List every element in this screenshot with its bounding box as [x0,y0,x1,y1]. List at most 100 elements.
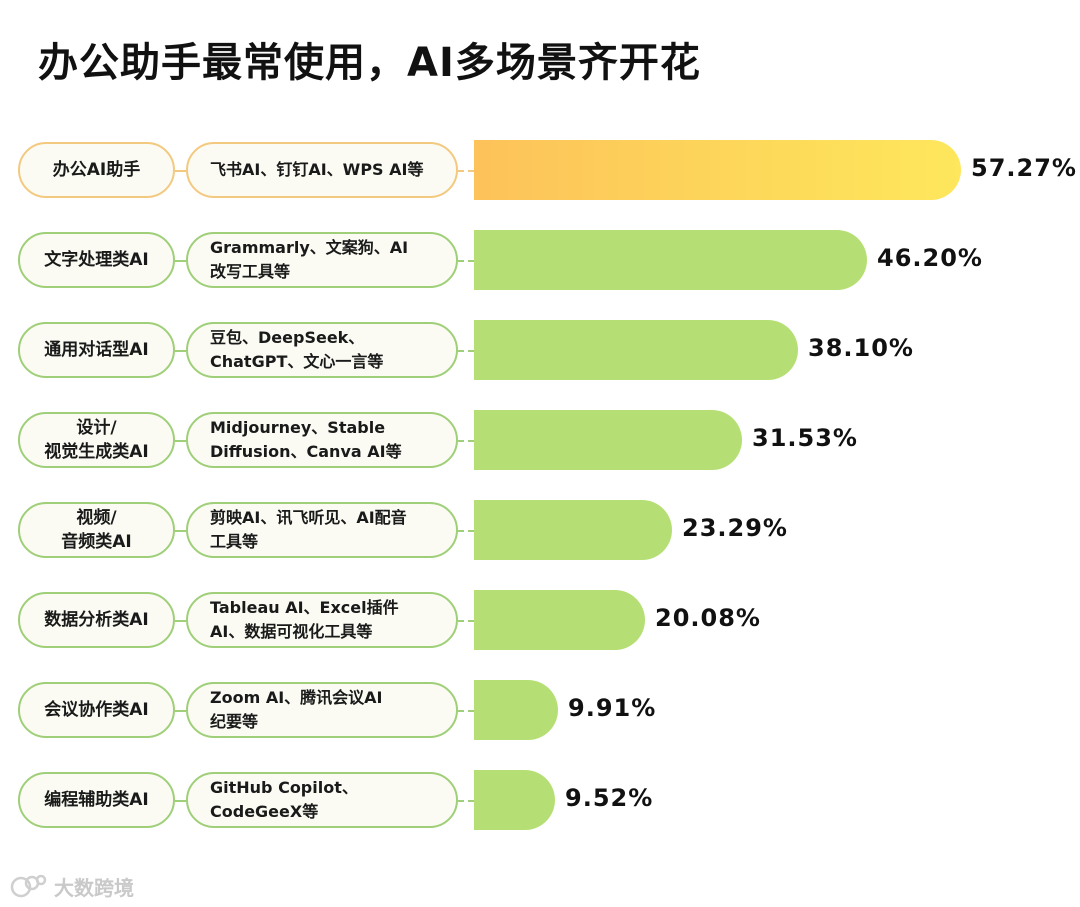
tools-pill: 飞书AI、钉钉AI、WPS AI等 [186,142,458,198]
data-label: 9.91% [568,694,657,722]
chart-row: 文字处理类AI Grammarly、文案狗、AI 改写工具等 46.20% [0,230,1080,292]
data-label: 31.53% [752,424,858,452]
tools-label-line: GitHub Copilot、 [210,778,358,797]
tools-label-line: 改写工具等 [210,262,291,281]
tools-label: Zoom AI、腾讯会议AI 纪要等 [210,686,383,734]
connector-line [458,800,474,802]
category-label: 设计/视觉生成类AI [44,416,148,464]
category-pill: 编程辅助类AI [18,772,175,828]
category-label-line: 编程辅助类AI [44,790,149,810]
bar [474,230,867,290]
tools-label: Tableau AI、Excel插件 AI、数据可视化工具等 [210,596,399,644]
bar [474,770,555,830]
connector-line [175,170,186,172]
chart-row: 办公AI助手 飞书AI、钉钉AI、WPS AI等 57.27% [0,140,1080,202]
tools-label: GitHub Copilot、 CodeGeeX等 [210,776,358,824]
bar [474,140,961,200]
category-pill: 会议协作类AI [18,682,175,738]
tools-pill: GitHub Copilot、 CodeGeeX等 [186,772,458,828]
category-label: 视频/音频类AI [61,506,131,554]
tools-pill: 剪映AI、讯飞听见、AI配音 工具等 [186,502,458,558]
bar [474,590,645,650]
connector-line [458,170,474,172]
chart-title: 办公助手最常使用，AI多场景齐开花 [38,40,701,86]
connector-line [458,710,474,712]
category-pill: 办公AI助手 [18,142,175,198]
tools-label-line: 剪映AI、讯飞听见、AI配音 [210,508,407,527]
bubble-logo-icon [10,874,47,897]
tools-label-line: 工具等 [210,532,259,551]
bar [474,410,742,470]
category-pill: 数据分析类AI [18,592,175,648]
connector-line [458,260,474,262]
category-label-line: 数据分析类AI [44,610,149,630]
tools-pill: Zoom AI、腾讯会议AI 纪要等 [186,682,458,738]
bar [474,500,672,560]
tools-pill: 豆包、DeepSeek、 ChatGPT、文心一言等 [186,322,458,378]
category-pill: 通用对话型AI [18,322,175,378]
connector-line [458,620,474,622]
tools-label-line: 豆包、DeepSeek、 [210,328,365,347]
category-label-line: 通用对话型AI [44,340,149,360]
tools-label-line: CodeGeeX等 [210,802,319,821]
connector-line [175,530,186,532]
connector-line [458,440,474,442]
category-label: 通用对话型AI [44,338,148,362]
data-label: 9.52% [565,784,654,812]
category-label-line: 办公AI助手 [52,160,141,180]
category-label: 编程辅助类AI [44,788,148,812]
category-label-line: 文字处理类AI [44,250,149,270]
tools-label-line: AI、数据可视化工具等 [210,622,373,641]
category-label-line: 设计/ [76,418,117,438]
data-label: 46.20% [877,244,983,272]
chart-row: 设计/视觉生成类AI Midjourney、Stable Diffusion、Can… [0,410,1080,472]
category-label: 文字处理类AI [44,248,148,272]
bar [474,320,798,380]
chart-row: 会议协作类AI Zoom AI、腾讯会议AI 纪要等 9.91% [0,680,1080,742]
watermark-logo: 大数跨境 [10,872,134,901]
connector-line [175,710,186,712]
data-label: 23.29% [682,514,788,542]
chart-row: 通用对话型AI 豆包、DeepSeek、 ChatGPT、文心一言等 38.10% [0,320,1080,382]
tools-label-line: 飞书AI、钉钉AI、WPS AI等 [210,160,424,179]
connector-line [175,800,186,802]
chart-row: 数据分析类AI Tableau AI、Excel插件 AI、数据可视化工具等 20.0… [0,590,1080,652]
tools-label: Midjourney、Stable Diffusion、Canva AI等 [210,416,402,464]
connector-line [175,440,186,442]
category-label-line: 音频类AI [61,532,132,552]
category-pill: 视频/音频类AI [18,502,175,558]
category-label-line: 视觉生成类AI [44,442,149,462]
data-label: 57.27% [971,154,1077,182]
connector-line [458,530,474,532]
connector-line [175,620,186,622]
category-label-line: 视频/ [76,508,117,528]
chart-row: 编程辅助类AI GitHub Copilot、 CodeGeeX等 9.52% [0,770,1080,832]
tools-label-line: Zoom AI、腾讯会议AI [210,688,383,707]
tools-label-line: 纪要等 [210,712,259,731]
category-label: 数据分析类AI [44,608,148,632]
tools-label: 剪映AI、讯飞听见、AI配音 工具等 [210,506,407,554]
connector-line [458,350,474,352]
tools-label: Grammarly、文案狗、AI 改写工具等 [210,236,408,284]
tools-label-line: Tableau AI、Excel插件 [210,598,399,617]
category-label: 会议协作类AI [44,698,148,722]
tools-label-line: Midjourney、Stable [210,418,386,437]
tools-pill: Midjourney、Stable Diffusion、Canva AI等 [186,412,458,468]
tools-label: 豆包、DeepSeek、 ChatGPT、文心一言等 [210,326,383,374]
data-label: 20.08% [655,604,761,632]
category-label-line: 会议协作类AI [44,700,149,720]
chart-row: 视频/音频类AI 剪映AI、讯飞听见、AI配音 工具等 23.29% [0,500,1080,562]
connector-line [175,260,186,262]
bar [474,680,558,740]
tools-label-line: Grammarly、文案狗、AI [210,238,409,257]
tools-label-line: ChatGPT、文心一言等 [210,352,384,371]
tools-pill: Grammarly、文案狗、AI 改写工具等 [186,232,458,288]
logo-text: 大数跨境 [54,876,134,900]
category-label: 办公AI助手 [53,158,140,182]
connector-line [175,350,186,352]
tools-pill: Tableau AI、Excel插件 AI、数据可视化工具等 [186,592,458,648]
data-label: 38.10% [808,334,914,362]
tools-label: 飞书AI、钉钉AI、WPS AI等 [210,158,423,182]
tools-label-line: Diffusion、Canva AI等 [210,442,402,461]
category-pill: 文字处理类AI [18,232,175,288]
